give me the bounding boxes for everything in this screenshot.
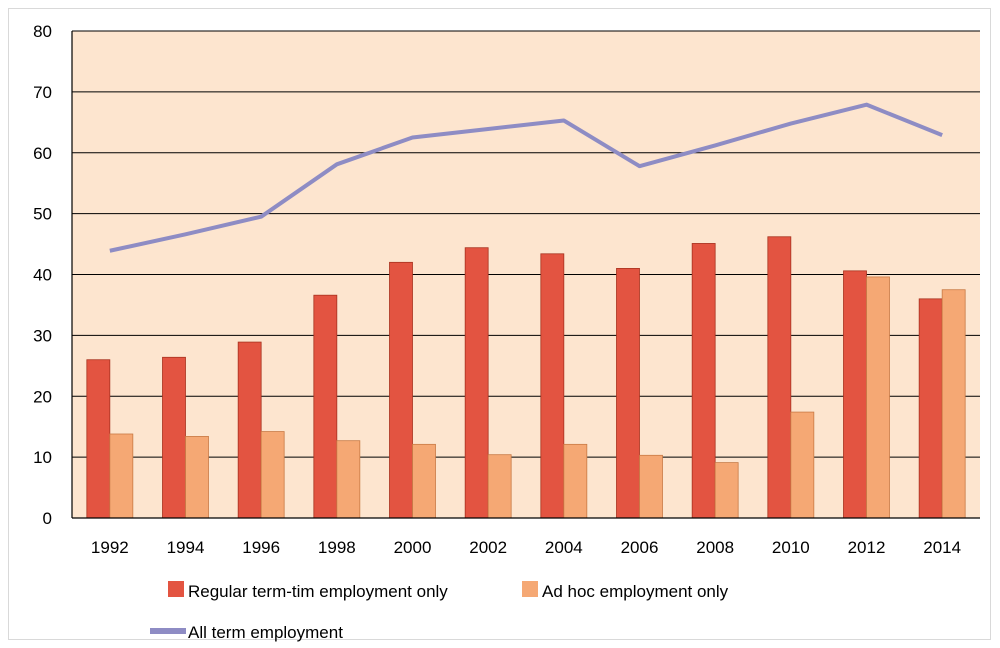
bar-ad-hoc [260,431,285,519]
bar-regular [313,294,338,519]
legend-swatch-regular [168,581,184,597]
legend-label-regular: Regular term-tim employment only [188,582,448,601]
bar-ad-hoc [412,443,436,519]
gridlines [72,30,980,458]
bar-regular [162,356,186,519]
x-tick-label: 1992 [91,538,129,557]
bar-regular [918,298,943,519]
bar-regular [237,341,262,519]
bar-ad-hoc [639,454,663,519]
bar-regular [691,243,716,519]
bar-regular [616,268,640,519]
legend-label-all-term: All term employment [188,623,343,642]
x-tick-label: 1998 [318,538,356,557]
bar-ad-hoc [790,411,815,519]
bar-regular [86,359,111,519]
bar-ad-hoc [866,276,890,519]
bar-regular [540,253,565,519]
x-tick-label: 2014 [923,538,961,557]
y-tick-label: 20 [33,387,52,406]
x-tick-label: 2010 [772,538,810,557]
x-tick-label: 2000 [394,538,432,557]
x-axis-ticks: 1992 1994 1996 1998 2000 2002 2004 2006 2008 2010… [91,538,961,557]
legend: Regular term-tim employment only Ad hoc … [150,581,729,642]
bar-ad-hoc [714,462,739,519]
legend-swatch-ad-hoc [522,581,538,597]
bar-ad-hoc [109,433,134,519]
y-tick-label: 50 [33,205,52,224]
x-tick-label: 2012 [848,538,886,557]
series-line-all-term-employment [109,102,943,253]
bar-ad-hoc [563,443,588,519]
bar-ad-hoc [487,454,512,519]
y-axis-ticks: 0 10 20 30 40 50 60 70 80 [33,22,52,528]
x-tick-label: 2006 [621,538,659,557]
x-tick-label: 1996 [242,538,280,557]
legend-swatch-all-term [150,628,186,634]
bars [86,236,966,519]
y-tick-label: 60 [33,144,52,163]
bar-regular [464,247,489,519]
y-tick-label: 70 [33,83,52,102]
x-tick-label: 1994 [167,538,205,557]
bar-ad-hoc [185,436,209,519]
y-tick-label: 40 [33,266,52,285]
y-tick-label: 0 [43,509,52,528]
x-tick-label: 2008 [696,538,734,557]
y-tick-label: 80 [33,22,52,41]
bar-regular [843,270,867,519]
legend-label-ad-hoc: Ad hoc employment only [542,582,729,601]
bar-regular [389,261,413,519]
x-tick-label: 2004 [545,538,583,557]
x-tick-label: 2002 [469,538,507,557]
y-tick-label: 30 [33,326,52,345]
bar-regular [767,236,792,519]
bar-ad-hoc [336,440,361,519]
bar-ad-hoc [941,289,966,519]
y-tick-label: 10 [33,448,52,467]
